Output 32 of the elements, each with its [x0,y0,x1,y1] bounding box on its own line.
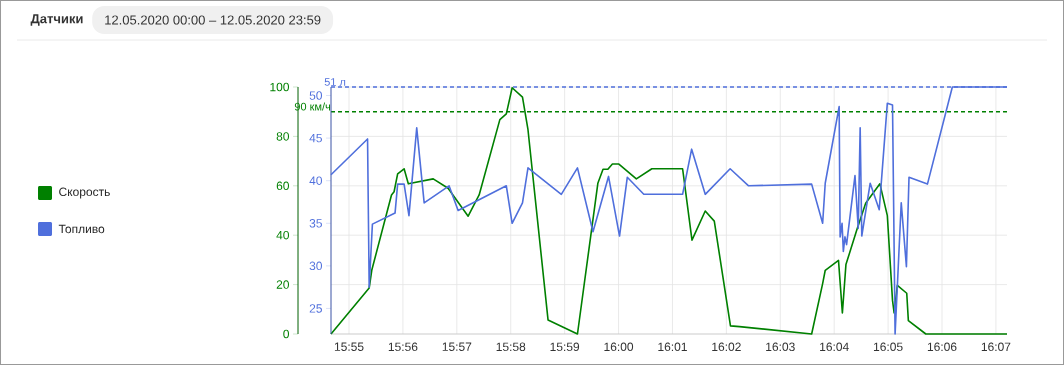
y-tick-label: 100 [270,82,290,92]
y2-tick-label: 50 [309,91,323,100]
y-tick-label: 20 [276,280,290,289]
x-tick-label: 15:59 [550,342,580,352]
text: 12.05.2020 00:00 – 12.05.2020 23:59 [105,15,321,25]
legend-label: Скорость [59,187,110,199]
x-tick-label: 15:57 [442,342,472,351]
x-tick-label: 16:06 [927,342,957,352]
y2-tick-label: 35 [309,219,322,228]
x-tick-label: 15:56 [388,342,418,352]
line-series [330,86,1008,335]
x-tick-label: 16:02 [712,342,741,352]
y-tick-label: 80 [276,132,290,141]
x-tick-label: 16:03 [766,342,795,352]
x-tick-label: 16:00 [604,342,634,352]
x-tick-label: 15:58 [496,342,526,352]
legend-label: Топливо [58,224,105,234]
text: Датчики [30,14,83,26]
x-tick-label: 16:04 [820,342,849,352]
x-tick-label: 16:05 [873,342,903,352]
y2-tick-label: 45 [309,133,322,143]
y-tick-label: 60 [276,181,290,191]
ref-line-label: 90 км/ч [294,102,331,111]
y-tick-label: 40 [276,230,290,240]
x-tick-label: 16:07 [981,342,1011,352]
ref-line-label: 51 л [324,78,346,86]
x-tick-label: 15:55 [334,342,364,351]
x-tick-label: 16:01 [658,342,687,352]
y2-tick-label: 40 [309,176,323,185]
y2-tick-label: 30 [309,261,323,271]
y2-tick-label: 25 [309,304,322,313]
y-tick-label: 0 [283,329,290,339]
